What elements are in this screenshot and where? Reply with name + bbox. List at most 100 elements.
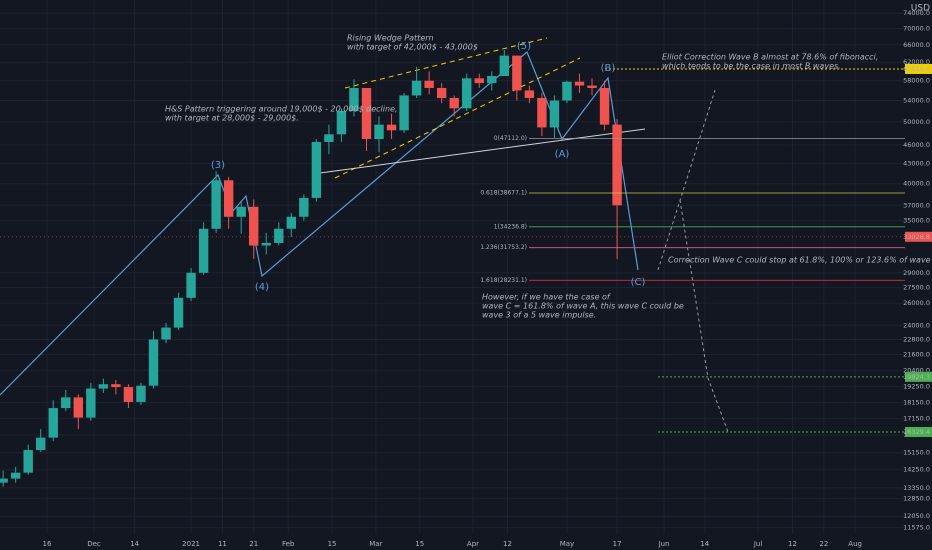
y-tick-label: 19250.0 [903, 382, 930, 390]
x-tick-label: Aug [848, 540, 862, 548]
x-tick-label: 15 [328, 540, 337, 548]
candle-body [562, 81, 572, 101]
y-tick-label: 12850.0 [903, 494, 930, 502]
plot [0, 49, 905, 487]
wedge-upper [344, 37, 548, 89]
y-tick-label: 13350.0 [903, 484, 930, 492]
candle-body [36, 437, 46, 451]
candle-body [374, 124, 384, 139]
y-tick-label: 54000.0 [903, 97, 930, 105]
candle-body [349, 87, 359, 111]
candle-body [361, 87, 372, 139]
price-axis [905, 0, 932, 550]
wave-line [0, 51, 639, 396]
y-tick-label: 29000.0 [903, 269, 930, 277]
annotation: wave C = 161.8% of wave A, this wave C c… [482, 302, 684, 311]
x-tick-label: 14 [130, 540, 139, 548]
x-tick-label: Dec [87, 540, 101, 548]
price-tag-label: 33026.8 [903, 233, 930, 241]
wave-label: (C) [631, 277, 646, 288]
annotation: Rising Wedge Pattern [347, 34, 434, 43]
candle-body [0, 478, 8, 483]
candle-body [198, 228, 209, 273]
fib-label: 0.618(38677.1) [480, 190, 527, 197]
x-tick-label: 16 [43, 540, 52, 548]
y-tick-label: 50000.0 [903, 118, 930, 126]
wave-label: (A) [555, 149, 570, 160]
y-tick-label: 20400.0 [903, 366, 930, 374]
y-tick-label: 37000.0 [903, 201, 930, 209]
price-tag-label: 60516.6 [903, 65, 930, 73]
candle-body [411, 80, 422, 96]
candle-body [324, 134, 334, 142]
y-tick-label: 21600.0 [903, 350, 930, 358]
candle-body [23, 450, 33, 473]
candle-body [462, 78, 472, 109]
neckline [319, 128, 646, 174]
y-tick-label: 35000.0 [903, 217, 930, 225]
y-tick-label: 58000.0 [903, 77, 930, 85]
candle-body [436, 87, 447, 98]
price-tag [905, 63, 932, 74]
wedge-lower [334, 57, 581, 179]
candle-body [299, 197, 309, 217]
x-tick-label: 11 [218, 540, 227, 548]
x-tick-label: Jul [753, 540, 763, 548]
candle-body [98, 384, 109, 389]
candle-body [549, 100, 560, 128]
y-tick-label: 26000.0 [903, 299, 930, 307]
candle-body [173, 297, 184, 328]
candle-body [487, 75, 497, 84]
x-tick-label: 15 [415, 540, 424, 548]
projection-up [657, 89, 716, 271]
candle-body [524, 90, 535, 98]
fib-label: 0(47112.0) [494, 135, 527, 142]
x-tick-label: 22 [819, 540, 828, 548]
x-tick-label: 21 [249, 540, 258, 548]
annotation: Correction Wave C could stop at 61.8%, 1… [668, 256, 932, 265]
wave-label: (5) [517, 41, 531, 52]
candle-body [249, 206, 259, 246]
candle-body [474, 78, 484, 84]
candle-body [599, 87, 610, 125]
candle-body [48, 408, 58, 438]
y-tick-label: 22800.0 [903, 335, 930, 343]
y-tick-label: 46000.0 [903, 141, 930, 149]
x-tick-label: 12 [788, 540, 797, 548]
price-tag-label: 16329.4 [903, 428, 930, 436]
candle-body [499, 55, 510, 76]
drawings [0, 37, 729, 433]
annotation: which tends to be the case in most B wav… [662, 62, 841, 71]
candle-body [123, 387, 134, 402]
annotation: with target of 42,000$ - 43,000$ [347, 43, 478, 52]
price-tag [905, 231, 932, 242]
candle-body [211, 180, 221, 229]
y-tick-label: 24000.0 [903, 321, 930, 329]
candle-body [336, 110, 347, 135]
annotation: H&S Pattern triggering around 19,000$ - … [165, 105, 398, 114]
candle-body [612, 124, 622, 206]
annotation: However, if we have the case of [482, 293, 611, 302]
candle-body [223, 180, 234, 217]
candle-body [537, 97, 547, 128]
candle-body [386, 124, 397, 131]
candle-body [286, 216, 297, 229]
candle-body [274, 228, 284, 243]
candle-body [111, 384, 121, 388]
y-tick-label: 14250.0 [903, 466, 930, 474]
y-tick-label: 18150.0 [903, 399, 930, 407]
y-tick-label: 15150.0 [903, 449, 930, 457]
candle-body [587, 85, 597, 88]
annotation: with target at 28,000$ - 29,000$. [165, 114, 299, 123]
x-tick-label: 2021 [182, 540, 200, 548]
y-tick-label: 12050.0 [903, 512, 930, 520]
annotation: Elliot Correction Wave B almost at 78.6%… [662, 53, 878, 62]
candle-body [148, 339, 159, 386]
y-tick-label: 62000.0 [903, 58, 930, 66]
y-tick-label: 40000.0 [903, 180, 930, 188]
wave-label: (3) [211, 160, 225, 171]
candle-body [161, 327, 171, 340]
fib-label: 1.236(31753.2) [480, 244, 527, 251]
candle-body [261, 242, 271, 246]
x-tick-label: May [560, 540, 574, 548]
